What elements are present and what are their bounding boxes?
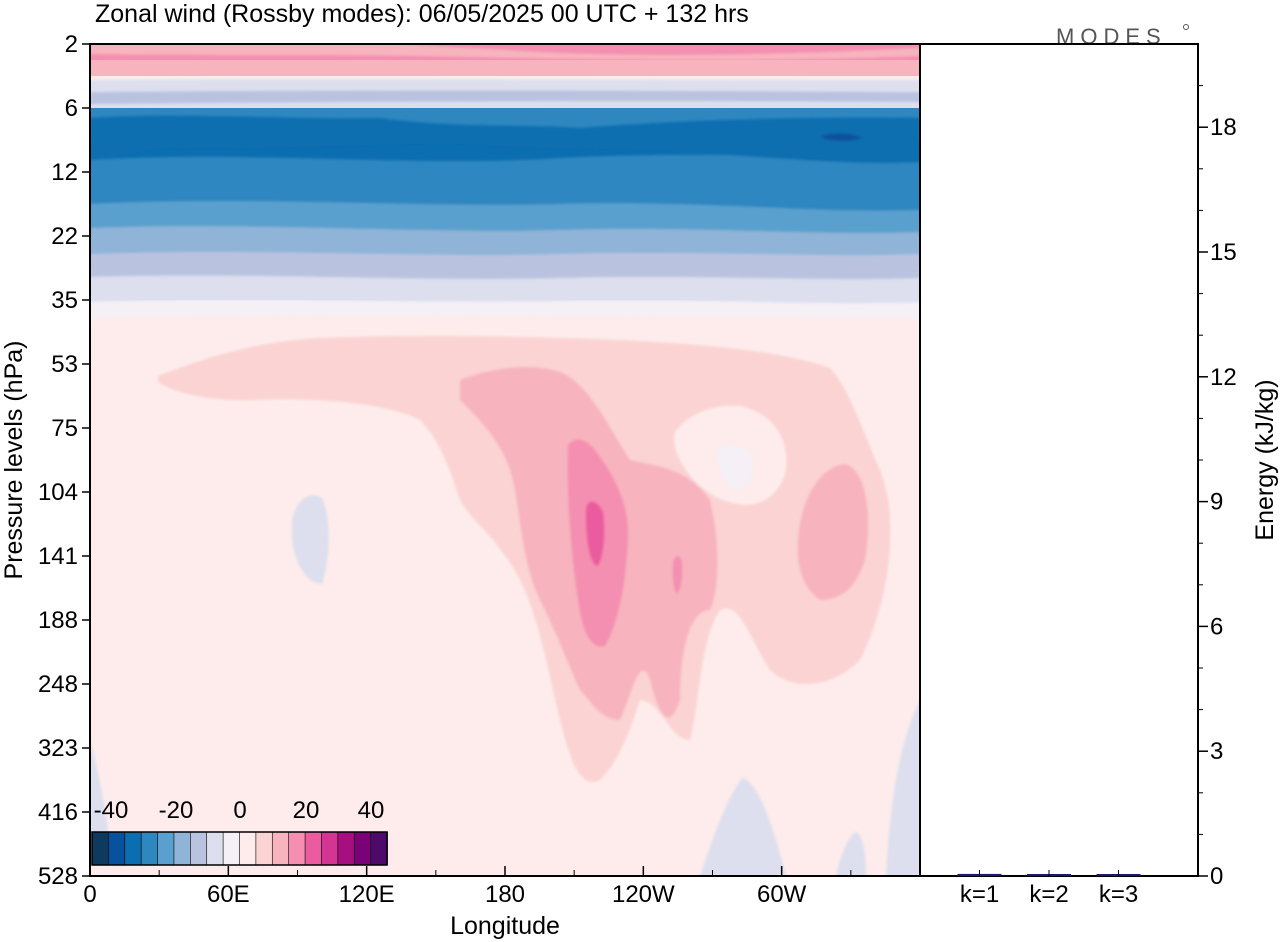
upper-pale-band xyxy=(90,79,920,92)
colorbar-label-minus20: -20 xyxy=(159,797,194,824)
colorbar-swatch xyxy=(157,831,175,866)
colorbar-swatch xyxy=(190,831,208,866)
colorbar-swatch xyxy=(140,831,159,866)
colorbar-frame xyxy=(91,831,388,866)
colorbar-swatch xyxy=(321,831,339,866)
energy-x-label: k=2 xyxy=(1029,881,1068,908)
energy-x-label: k=3 xyxy=(1099,881,1138,908)
energy-plot-frame xyxy=(919,43,1199,877)
colorbar-swatch xyxy=(108,831,126,866)
colorbar-swatch xyxy=(206,831,224,866)
colorbar-legend: -40 -20 0 20 40 xyxy=(91,797,388,866)
y-tick-label: 53 xyxy=(51,351,78,378)
colorbar-swatch xyxy=(370,831,388,866)
colorbar-swatches xyxy=(91,831,388,866)
energy-tick-label: 0 xyxy=(1210,863,1223,890)
energy-bar-chart: 0 3 6 9 12 15 18 k=1 k=2 k=3 Energy (kJ/kg) xyxy=(919,43,1279,908)
x-tick-label: 60W xyxy=(757,881,807,908)
top-pink-core xyxy=(400,44,920,55)
x-axis-ticks: 0 60E 120E 180 120W 60W xyxy=(83,866,852,908)
y-tick-label: 22 xyxy=(51,223,78,250)
right-pink-blob xyxy=(797,464,869,600)
logo-registered-mark xyxy=(1183,24,1189,30)
colorbar-swatch xyxy=(288,831,306,866)
colorbar-swatch xyxy=(239,831,257,866)
y-tick-label: 141 xyxy=(38,543,78,570)
y-axis-label: Pressure levels (hPa) xyxy=(0,341,28,580)
colorbar-swatch xyxy=(91,831,110,866)
bottom-negative-b xyxy=(836,832,866,876)
y-tick-label: 188 xyxy=(38,607,78,634)
y-tick-label: 35 xyxy=(51,287,78,314)
colorbar-label-40: 40 xyxy=(358,797,385,824)
colorbar-swatch xyxy=(124,831,142,866)
secondary-pink-peak xyxy=(672,556,683,594)
colorbar-swatch xyxy=(353,831,372,866)
y-tick-label: 6 xyxy=(65,95,78,122)
y-tick-label: 2 xyxy=(65,31,78,58)
energy-tick-label: 15 xyxy=(1210,239,1237,266)
y-tick-label: 416 xyxy=(38,799,78,826)
colorbar-swatch xyxy=(304,831,323,866)
y-tick-label: 528 xyxy=(38,863,78,890)
stratosphere-weak-blue-band xyxy=(90,274,920,304)
contour-band xyxy=(90,60,920,77)
energy-tick-label: 9 xyxy=(1210,489,1223,516)
x-tick-label: 0 xyxy=(83,881,96,908)
stratosphere-mid-blue-band xyxy=(90,197,920,233)
energy-x-label: k=1 xyxy=(960,881,999,908)
y-tick-label: 104 xyxy=(38,479,78,506)
jet-core-blue xyxy=(90,115,920,164)
x-tick-label: 120E xyxy=(339,881,395,908)
colorbar-swatch xyxy=(173,831,192,866)
energy-tick-label: 6 xyxy=(1210,613,1223,640)
chart-title: Zonal wind (Rossby modes): 06/05/2025 00… xyxy=(95,0,749,28)
pink-maximum-peak xyxy=(585,501,605,566)
energy-tick-label: 12 xyxy=(1210,364,1237,391)
energy-x-ticks: k=1 k=2 k=3 xyxy=(960,870,1138,908)
jet-core-dark xyxy=(820,133,862,141)
x-axis-label: Longitude xyxy=(450,912,560,940)
colorbar-swatch xyxy=(271,831,290,866)
upper-weak-blue-band xyxy=(90,89,920,104)
x-tick-label: 120W xyxy=(612,881,675,908)
colorbar-label-minus40: -40 xyxy=(94,797,129,824)
colorbar-swatch xyxy=(255,831,274,866)
colorbar-swatch xyxy=(222,831,241,866)
y-tick-label: 248 xyxy=(38,671,78,698)
x-tick-label: 180 xyxy=(485,881,525,908)
weak-negative-spot xyxy=(718,445,753,490)
stratosphere-strong-blue-band xyxy=(90,154,920,211)
stratosphere-blue-band xyxy=(90,224,920,256)
bottom-right-negative xyxy=(886,700,920,876)
colorbar-swatch xyxy=(337,831,356,866)
bottom-negative-a xyxy=(700,778,786,876)
energy-tick-label: 18 xyxy=(1210,114,1237,141)
contour-plot xyxy=(90,44,920,876)
left-weak-negative xyxy=(292,495,329,584)
energy-tick-label: 3 xyxy=(1210,738,1223,765)
x-tick-label: 60E xyxy=(207,881,250,908)
y-tick-label: 12 xyxy=(51,159,78,186)
energy-axis-label: Energy (kJ/kg) xyxy=(1251,379,1279,540)
y-tick-label: 75 xyxy=(51,415,78,442)
colorbar-label-20: 20 xyxy=(293,797,320,824)
stratosphere-light-blue-band xyxy=(90,250,920,280)
colorbar-label-0: 0 xyxy=(233,797,246,824)
contour-features xyxy=(90,44,920,876)
y-tick-label: 323 xyxy=(38,735,78,762)
y-axis-ticks: 2 6 12 22 35 53 75 104 141 188 248 323 416 528 xyxy=(38,31,90,890)
energy-y-ticks: 0 3 6 9 12 15 18 xyxy=(1198,85,1237,890)
